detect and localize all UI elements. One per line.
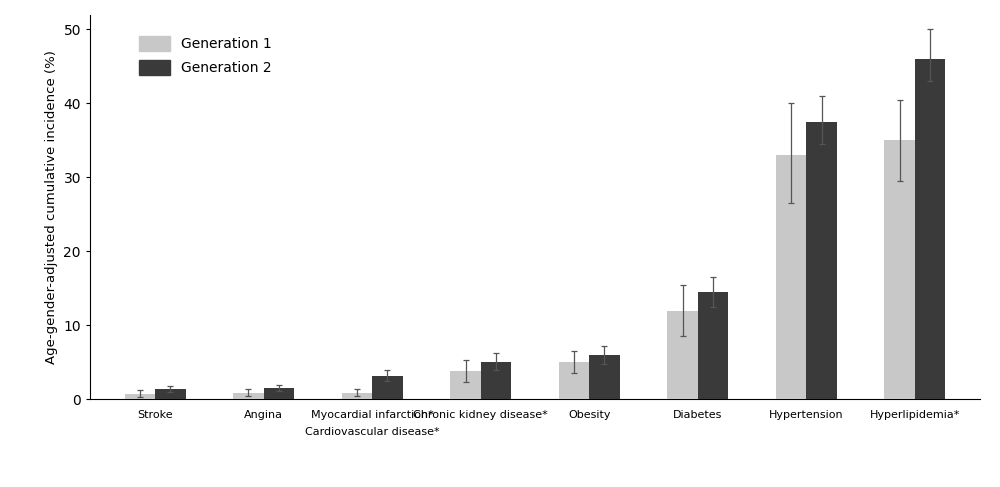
Legend: Generation 1, Generation 2: Generation 1, Generation 2 [133,29,279,82]
Y-axis label: Age-gender-adjusted cumulative incidence (%): Age-gender-adjusted cumulative incidence… [45,50,58,364]
Text: Hyperlipidemia*: Hyperlipidemia* [870,411,960,420]
Bar [806,122,837,399]
Text: Cardiovascular disease*: Cardiovascular disease* [305,427,440,437]
Bar [450,371,481,399]
Bar [233,393,264,399]
Text: Obesity: Obesity [568,411,611,420]
Text: Myocardial infarction*: Myocardial infarction* [311,411,434,420]
Bar [481,362,511,399]
Bar [559,362,589,399]
Bar [589,355,620,399]
Bar [264,388,294,399]
Text: Angina: Angina [244,411,283,420]
Text: Hypertension: Hypertension [769,411,844,420]
Text: Diabetes: Diabetes [673,411,722,420]
Bar [125,394,155,399]
Bar [372,375,403,399]
Bar [884,140,915,399]
Bar [915,59,945,399]
Text: Stroke: Stroke [137,411,173,420]
Bar [776,155,806,399]
Bar [698,292,728,399]
Bar [155,389,186,399]
Bar [667,311,698,399]
Text: Chronic kidney disease*: Chronic kidney disease* [413,411,548,420]
Bar [342,393,372,399]
